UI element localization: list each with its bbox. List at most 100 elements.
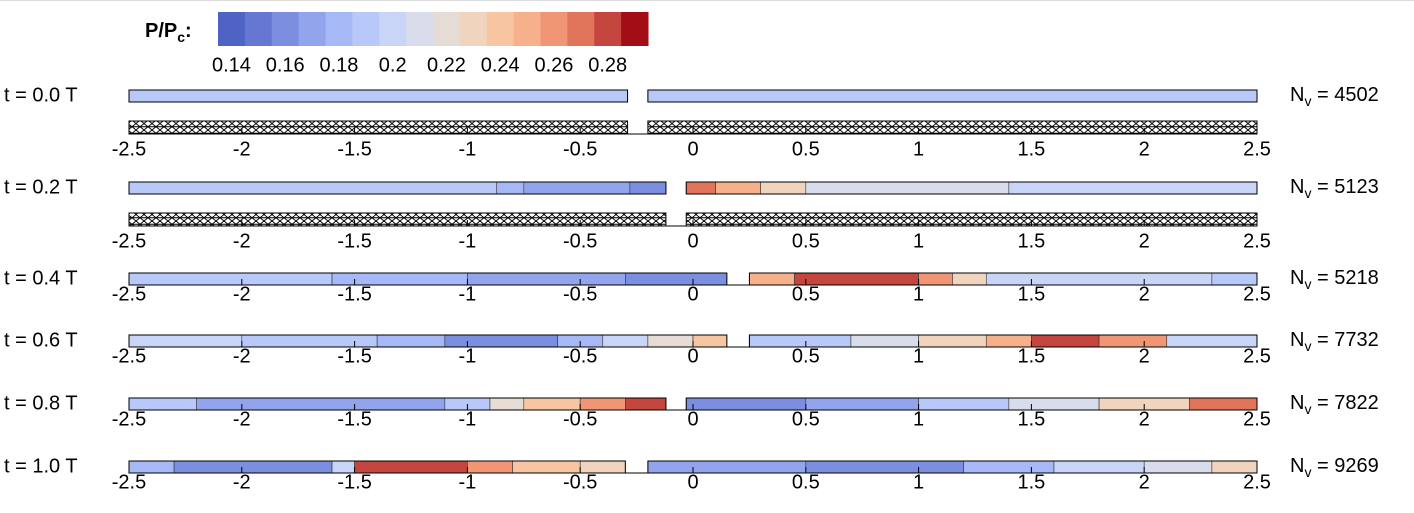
- x-tick-label: -1.5: [337, 345, 371, 367]
- colorbar-swatch: [325, 12, 353, 46]
- x-tick-label: 2: [1139, 345, 1150, 367]
- pressure-segment: [489, 397, 525, 411]
- colorbar-tick-label: 0.26: [534, 54, 573, 76]
- pressure-segment: [128, 89, 628, 103]
- x-tick-label: -2: [233, 230, 251, 252]
- row: t = 0.8 T Nv = 7822 -2.5 -2 -1.5 -1 -0.5 0 0.5 1 1…: [4, 392, 1379, 430]
- colorbar-swatch: [298, 12, 326, 46]
- vertex-count-symbol: N: [1290, 84, 1304, 106]
- colorbar-swatch: [352, 12, 380, 46]
- pressure-segment: [625, 272, 728, 286]
- pressure-segment: [805, 181, 1010, 195]
- x-tick-label: 0: [687, 408, 698, 430]
- x-tick-label: 2: [1139, 230, 1150, 252]
- vertex-count-subscript: v: [1304, 93, 1311, 109]
- vertex-count-symbol: N: [1290, 455, 1304, 477]
- x-tick-label: 2.5: [1243, 345, 1271, 367]
- x-tick-label: -1.5: [337, 230, 371, 252]
- vertex-count-value: = 7822: [1311, 392, 1378, 414]
- x-tick-label: -1: [459, 471, 477, 493]
- vertex-count: Nv = 9269: [1290, 455, 1379, 479]
- row: t = 0.2 T Nv = 5123 -2.5 -2 -1.5 -1 -0.5 0 0.5 1 1…: [4, 176, 1379, 252]
- vertex-count-subscript: v: [1304, 401, 1311, 417]
- x-tick-label: 1: [913, 408, 924, 430]
- time-label: t = 0.6 T: [4, 329, 78, 351]
- x-tick-label: 1: [913, 138, 924, 160]
- vertex-count-value: = 7732: [1311, 329, 1378, 351]
- body-outline: [685, 181, 1258, 195]
- pressure-segment: [760, 181, 807, 195]
- x-tick-label: 2: [1139, 408, 1150, 430]
- x-tick-label: -2.5: [112, 283, 146, 305]
- x-tick-label: 1.5: [1017, 230, 1045, 252]
- x-tick-label: 0.5: [792, 408, 820, 430]
- pressure-segment: [918, 334, 987, 348]
- x-tick-label: 1.5: [1017, 138, 1045, 160]
- colorbar-tick-label: 0.16: [266, 54, 305, 76]
- vertex-count: Nv = 5218: [1290, 267, 1379, 291]
- x-tick-label: -1.5: [337, 138, 371, 160]
- pressure-segment: [805, 460, 965, 474]
- colorbar-tick-label: 0.24: [481, 54, 520, 76]
- pressure-segment: [647, 89, 1258, 103]
- pressure-segment: [1008, 181, 1258, 195]
- x-tick-label: 0: [687, 471, 698, 493]
- vertex-count-value: = 4502: [1311, 84, 1378, 106]
- vertex-count: Nv = 7732: [1290, 329, 1379, 353]
- x-tick-label: 0: [687, 345, 698, 367]
- x-tick-label: -0.5: [563, 283, 597, 305]
- x-tick-label: -2.5: [112, 230, 146, 252]
- x-tick-label: 0: [687, 230, 698, 252]
- pressure-segment: [1053, 460, 1145, 474]
- x-tick-label: -1.5: [337, 408, 371, 430]
- colorbar-swatch: [244, 12, 273, 46]
- x-tick-label: 0.5: [792, 230, 820, 252]
- x-tick-label: 1: [913, 283, 924, 305]
- x-tick-label: 1.5: [1017, 471, 1045, 493]
- x-tick-label: 2: [1139, 138, 1150, 160]
- x-tick-label: 2: [1139, 283, 1150, 305]
- mesh: [685, 212, 1258, 227]
- x-tick-label: 1: [913, 230, 924, 252]
- x-tick-label: -2.5: [112, 138, 146, 160]
- row: t = 1.0 T Nv = 9269 -2.5 -2 -1.5 -1 -0.5 0 0.5 1 1…: [4, 455, 1379, 493]
- time-label: t = 0.4 T: [4, 267, 78, 289]
- x-tick-label: -0.5: [563, 138, 597, 160]
- x-tick-label: -0.5: [563, 471, 597, 493]
- x-tick-label: 0.5: [792, 345, 820, 367]
- colorbar-swatch: [486, 12, 515, 46]
- x-tick-label: -2: [233, 138, 251, 160]
- x-tick-label: -2: [233, 345, 251, 367]
- time-label: t = 1.0 T: [4, 455, 78, 477]
- vertex-count-subscript: v: [1304, 276, 1311, 292]
- pressure-segment: [850, 334, 919, 348]
- vertex-count-symbol: N: [1290, 329, 1304, 351]
- pressure-segment: [376, 334, 446, 348]
- colorbar-tick-label: 0.14: [212, 54, 251, 76]
- colorbar-swatch: [567, 12, 595, 46]
- colorbar-swatch: [513, 12, 541, 46]
- colorbar-swatch: [594, 12, 622, 46]
- vertex-count-subscript: v: [1304, 185, 1311, 201]
- pressure-segment: [128, 272, 333, 286]
- colorbar-tick-label: 0.2: [379, 54, 407, 76]
- pressure-segment: [467, 272, 626, 286]
- time-label: t = 0.8 T: [4, 392, 78, 414]
- x-tick-label: -2: [233, 408, 251, 430]
- vertex-count-symbol: N: [1290, 176, 1304, 198]
- pressure-segment: [685, 397, 807, 411]
- x-tick-label: 1.5: [1017, 345, 1045, 367]
- pressure-segment: [1143, 460, 1213, 474]
- x-tick-label: 1.5: [1017, 283, 1045, 305]
- pressure-segment: [629, 181, 667, 195]
- colorbar-label: P/Pc:: [145, 20, 192, 44]
- colorbar-swatch: [459, 12, 488, 46]
- vertex-count-value: = 5218: [1311, 267, 1378, 289]
- colorbar-tick-label: 0.28: [588, 54, 627, 76]
- row: t = 0.4 T Nv = 5218 -2.5 -2 -1.5 -1 -0.5 0 0.5 1 1…: [4, 267, 1379, 305]
- row: t = 0.0 T Nv = 4502 -2.5 -2 -1.5 -1 -0.5 0 0.5 1 1…: [4, 84, 1379, 160]
- mesh: [128, 120, 629, 135]
- x-tick-label: -1.5: [337, 471, 371, 493]
- vertex-count-value: = 5123: [1311, 176, 1378, 198]
- body-outline: [128, 181, 667, 195]
